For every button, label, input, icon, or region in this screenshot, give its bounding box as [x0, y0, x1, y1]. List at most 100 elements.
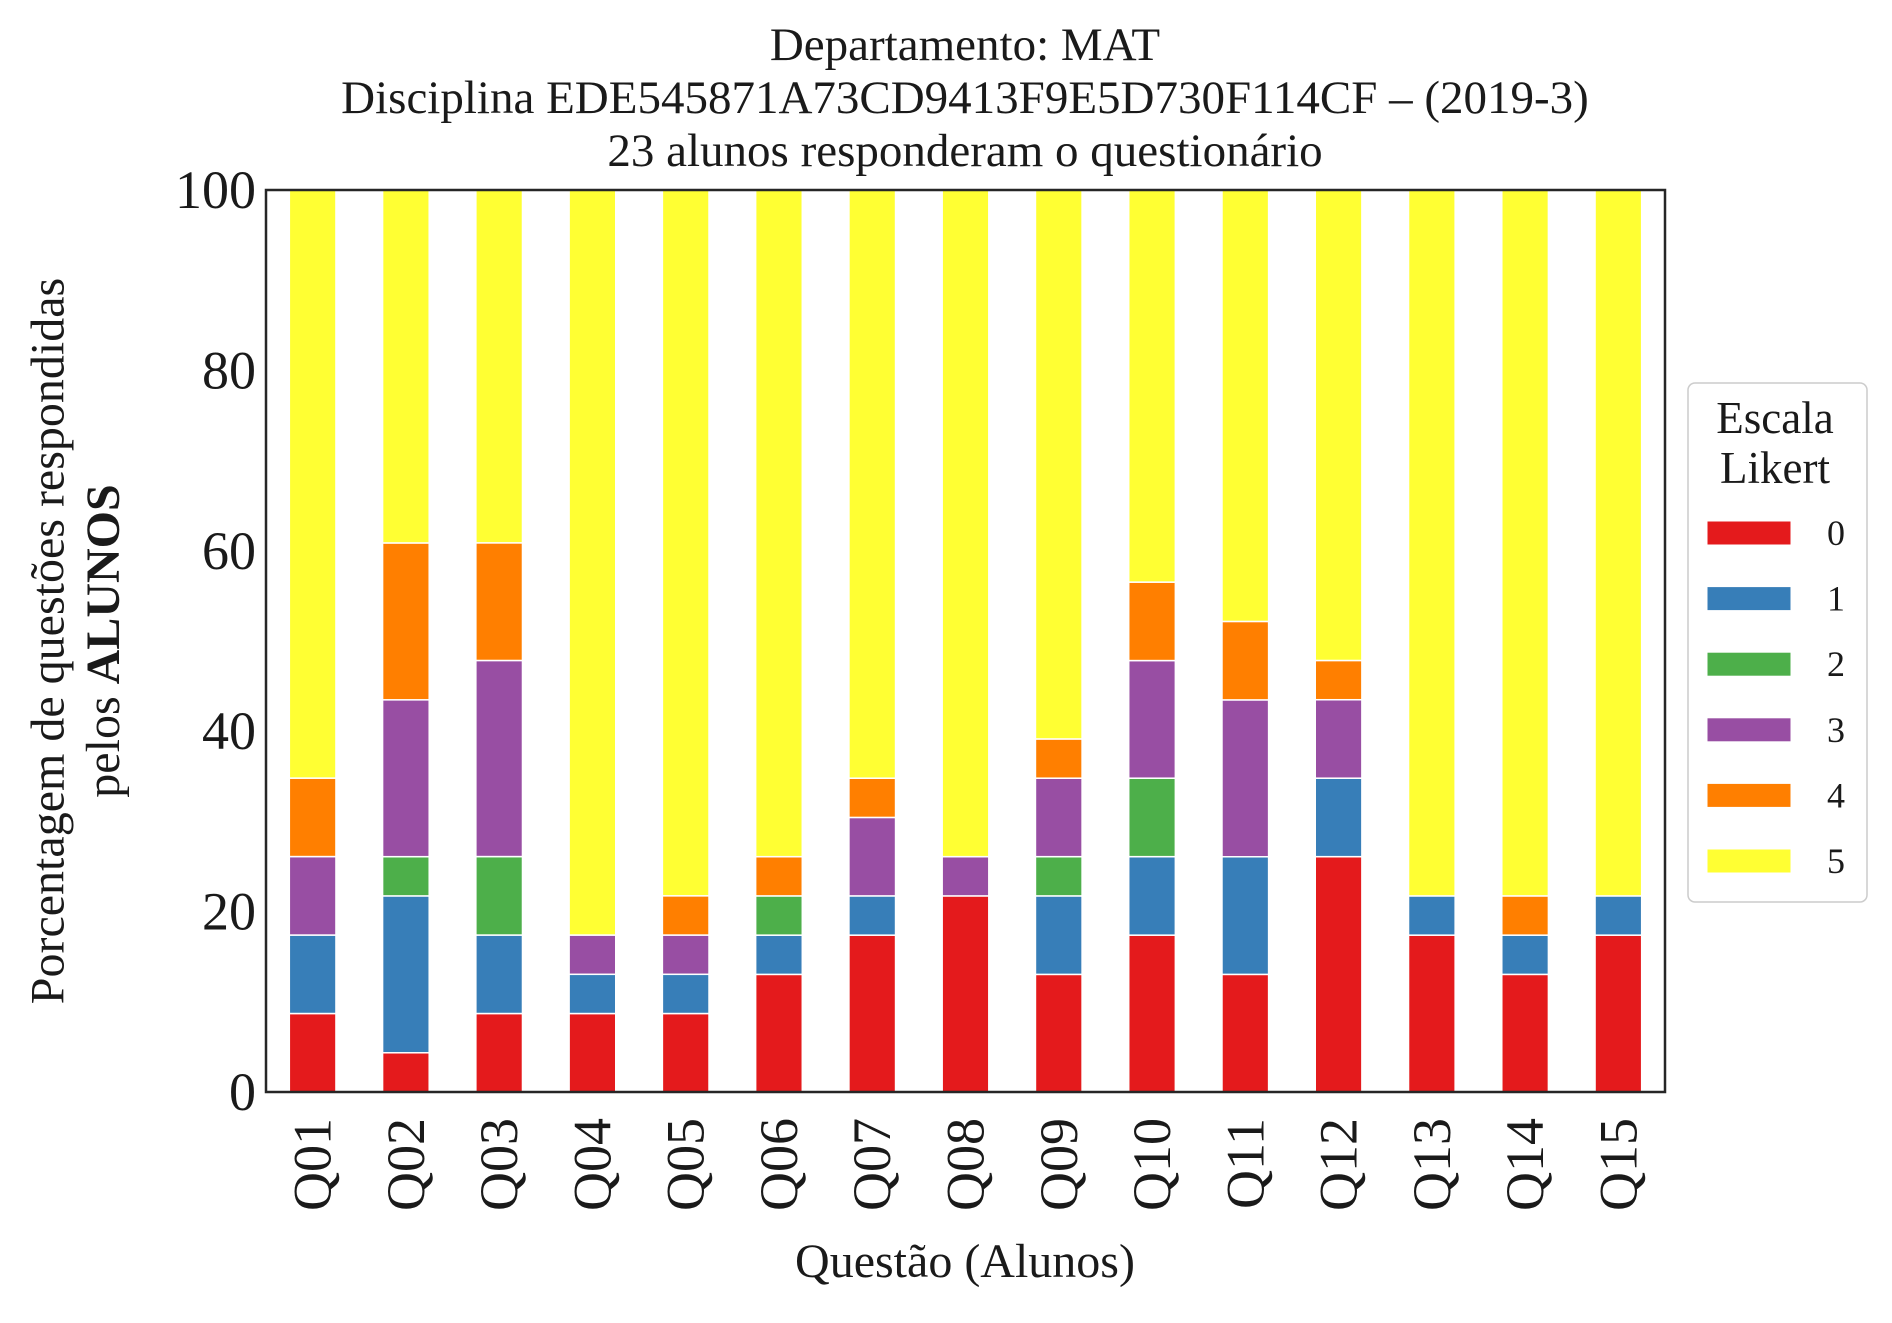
bar-segment-q13-scale-1 — [1407, 895, 1456, 936]
bar-segment-q07-scale-3 — [848, 816, 897, 897]
x-tick-label-q09: Q09 — [1029, 1118, 1089, 1211]
bar-segment-q12-scale-0 — [1314, 855, 1363, 1093]
y-tick-label-60: 60 — [202, 521, 256, 581]
bar-segment-q05-scale-0 — [661, 1012, 710, 1093]
chart-title-line-2: Disciplina EDE545871A73CD9413F9E5D730F11… — [341, 72, 1589, 124]
legend-box — [1687, 382, 1868, 903]
bar-segment-q11-scale-1 — [1221, 856, 1270, 976]
bar-segment-q01-scale-4 — [288, 777, 337, 858]
bar-segment-q12-scale-5 — [1314, 189, 1363, 662]
bar-segment-q11-scale-0 — [1221, 973, 1270, 1093]
bar-segment-q10-scale-5 — [1127, 189, 1177, 583]
bar-segment-q06-scale-0 — [754, 973, 804, 1093]
x-tick-label-q12: Q12 — [1309, 1118, 1369, 1211]
bar-segment-q14-scale-4 — [1501, 895, 1550, 936]
bar-segment-q05-scale-4 — [661, 895, 710, 936]
x-tick-label-q10: Q10 — [1122, 1118, 1182, 1211]
legend-entries: 0 1 2 3 4 5 — [1706, 513, 1845, 881]
bar-segment-q04-scale-5 — [568, 189, 617, 936]
y-axis-label-line-1: Porcentagem de questões respondidas — [22, 278, 75, 1004]
bar-segment-q07-scale-0 — [848, 934, 897, 1093]
bar-segment-q11-scale-4 — [1221, 620, 1270, 701]
bar-segment-q15-scale-5 — [1594, 189, 1643, 897]
legend-swatch-scale-3 — [1706, 717, 1792, 743]
x-tick-label-q15: Q15 — [1588, 1118, 1648, 1211]
legend-swatch-scale-0 — [1706, 520, 1792, 546]
bar-segment-q11-scale-3 — [1221, 699, 1270, 858]
legend-title-line-2: Likert — [1720, 443, 1830, 493]
x-tick-label-q02: Q02 — [376, 1118, 436, 1211]
legend-title-line-1: Escala — [1716, 393, 1833, 443]
legend-label-scale-3: 3 — [1827, 710, 1845, 750]
bar-segment-q11-scale-5 — [1221, 189, 1270, 623]
legend-label-scale-0: 0 — [1827, 513, 1845, 553]
x-axis-label: Questão (Alunos) — [795, 1235, 1135, 1288]
bar-segment-q09-scale-4 — [1034, 738, 1083, 779]
bar-segment-q10-scale-0 — [1127, 934, 1177, 1093]
bar-segment-q10-scale-1 — [1127, 855, 1177, 936]
bar-segment-q10-scale-2 — [1127, 777, 1177, 858]
x-tick-label-q03: Q03 — [469, 1118, 529, 1211]
bar-segment-q08-scale-3 — [941, 855, 990, 897]
bar-segment-q13-scale-5 — [1407, 189, 1456, 897]
bar-segment-q07-scale-4 — [848, 777, 897, 819]
bar-segment-q01-scale-5 — [288, 189, 337, 779]
legend-swatch-scale-1 — [1706, 586, 1792, 612]
bar-segment-q02-scale-1 — [381, 895, 430, 1054]
bar-segment-q05-scale-3 — [661, 934, 710, 976]
x-tick-label-q11: Q11 — [1215, 1118, 1275, 1209]
bar-segment-q06-scale-1 — [754, 934, 804, 976]
bar-segment-q12-scale-4 — [1314, 659, 1363, 701]
bar-segment-q01-scale-0 — [288, 1012, 337, 1093]
bar-segment-q09-scale-2 — [1034, 855, 1083, 897]
bar-segment-q08-scale-0 — [941, 895, 990, 1093]
bar-segment-q04-scale-0 — [568, 1012, 617, 1093]
bar-segment-q14-scale-5 — [1501, 189, 1550, 897]
legend: Escala Likert 0 1 2 3 4 5 — [1687, 382, 1868, 903]
bar-segment-q03-scale-3 — [475, 659, 524, 858]
y-tick-label-80: 80 — [202, 340, 256, 400]
bar-segment-q02-scale-2 — [381, 855, 430, 897]
bar-segment-q06-scale-2 — [754, 895, 804, 936]
y-tick-label-20: 20 — [202, 882, 256, 942]
legend-label-scale-2: 2 — [1827, 644, 1845, 684]
chart-title-line-3: 23 alunos responderam o questionário — [607, 125, 1322, 177]
bar-segment-q06-scale-5 — [754, 189, 804, 858]
y-axis-label-line-2: pelos ALUNOS — [77, 484, 130, 797]
x-axis-ticks: Q01 Q02 Q03 Q04 Q05 Q06 Q07 Q08 Q09 Q10 Q11 Q12 Q13 Q… — [283, 1118, 1649, 1211]
chart-title-line-1: Departamento: MAT — [770, 19, 1160, 71]
bar-segment-q02-scale-3 — [381, 699, 430, 858]
bar-segment-q05-scale-1 — [661, 973, 710, 1015]
y-tick-label-100: 100 — [175, 160, 256, 220]
y-axis-label-prefix: pelos — [77, 696, 130, 797]
x-tick-label-q08: Q08 — [936, 1118, 996, 1211]
y-axis-label-bold: ALUNOS — [77, 484, 130, 684]
bar-segment-q14-scale-0 — [1501, 973, 1550, 1093]
bar-segment-q02-scale-5 — [381, 189, 430, 544]
bar-segment-q09-scale-3 — [1034, 777, 1083, 858]
bar-segment-q12-scale-3 — [1314, 698, 1363, 779]
legend-swatch-scale-2 — [1706, 651, 1792, 677]
bar-segment-q09-scale-0 — [1034, 973, 1083, 1093]
x-tick-label-q13: Q13 — [1402, 1118, 1462, 1211]
bar-segment-q07-scale-5 — [848, 189, 897, 779]
plot-area-frame — [264, 188, 1667, 1094]
bar-segment-q03-scale-0 — [475, 1012, 524, 1093]
bar-segment-q13-scale-0 — [1407, 934, 1456, 1093]
bar-segment-q04-scale-3 — [568, 934, 617, 976]
legend-label-scale-4: 4 — [1827, 775, 1845, 815]
legend-swatch-scale-5 — [1706, 848, 1792, 874]
y-axis-ticks: 0 20 40 60 80 100 — [175, 160, 256, 1122]
bar-segment-q01-scale-3 — [288, 855, 337, 936]
bar-segment-q12-scale-1 — [1314, 777, 1363, 858]
bar-segment-q06-scale-4 — [754, 855, 804, 897]
bar-segment-q14-scale-1 — [1501, 934, 1550, 976]
x-tick-label-q14: Q14 — [1495, 1118, 1555, 1211]
bar-segment-q09-scale-5 — [1034, 189, 1083, 740]
bar-segment-q03-scale-1 — [475, 934, 524, 1015]
bar-segment-q04-scale-1 — [568, 973, 617, 1015]
bar-segment-q10-scale-3 — [1127, 659, 1177, 779]
bar-segment-q02-scale-0 — [381, 1052, 430, 1093]
bar-segment-q02-scale-4 — [381, 542, 430, 701]
bar-segment-q03-scale-2 — [475, 855, 524, 936]
